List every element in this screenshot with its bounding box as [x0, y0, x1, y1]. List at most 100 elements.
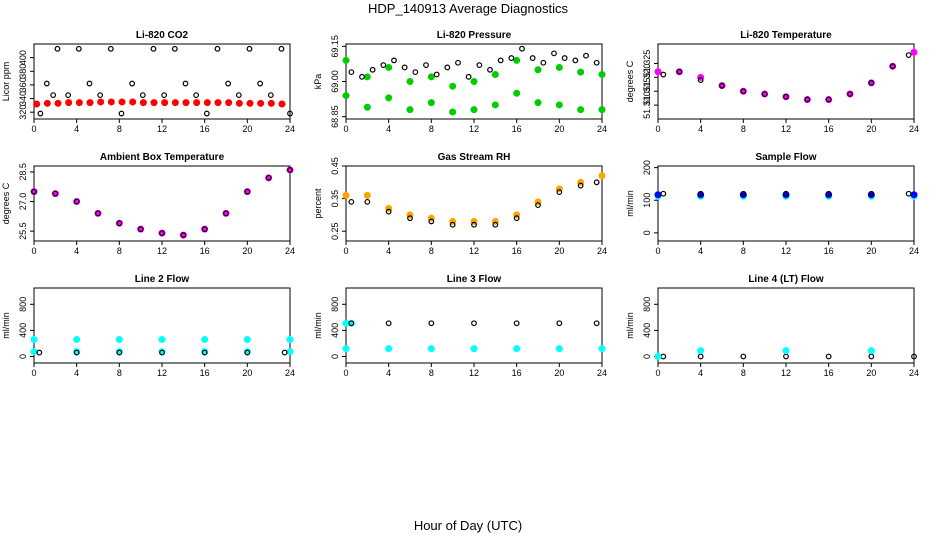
x-tick-label: 16 — [512, 246, 522, 256]
y-tick-label: 360 — [18, 77, 28, 92]
panel-sample-flow: Sample Flow ml/min 0 4 8 12 16 20 24 0 100 200 — [625, 152, 919, 256]
x-tick-label: 12 — [157, 368, 167, 378]
series-line4-black — [660, 353, 917, 360]
panel-title: Li-820 Pressure — [437, 30, 512, 41]
data-point — [380, 62, 387, 68]
x-tick-label: 20 — [554, 124, 564, 134]
data-point — [65, 99, 73, 107]
data-point — [471, 221, 477, 228]
x-tick-label: 8 — [429, 124, 434, 134]
x-tick-label: 24 — [597, 124, 607, 134]
series-rh-black — [348, 179, 600, 228]
data-point — [428, 218, 435, 225]
panel-title: Li-820 CO2 — [136, 30, 189, 41]
series-co2-red — [33, 98, 286, 108]
data-point — [697, 347, 705, 355]
data-point — [556, 320, 563, 327]
data-point — [782, 347, 790, 355]
data-point — [572, 57, 579, 64]
data-point — [31, 188, 37, 195]
x-tick-label: 24 — [909, 368, 919, 378]
x-tick-label: 4 — [74, 124, 79, 134]
data-point — [225, 80, 232, 87]
x-tick-label: 0 — [31, 124, 36, 134]
data-point — [201, 226, 208, 233]
data-point — [487, 66, 493, 73]
x-tick-label: 8 — [741, 246, 746, 256]
data-point — [598, 70, 606, 78]
data-point — [598, 106, 606, 114]
data-point — [203, 110, 210, 117]
x-tick-label: 20 — [554, 368, 564, 378]
plot-frame — [33, 43, 291, 120]
x-tick-label: 20 — [866, 246, 876, 256]
panel-title: Line 2 Flow — [135, 274, 190, 285]
data-point — [449, 221, 456, 228]
series-line2-black — [36, 349, 288, 356]
data-point — [561, 55, 568, 61]
panel-title: Line 3 Flow — [447, 274, 502, 285]
data-point — [825, 190, 832, 197]
y-tick-label: 0 — [18, 354, 28, 359]
x-tick-label: 16 — [200, 368, 210, 378]
data-point — [556, 189, 563, 195]
data-point — [86, 80, 93, 87]
series-line2-cyan-upper — [30, 336, 294, 344]
panel-temperature: Li-820 Temperature degrees C 0 4 8 12 16 20 24 51… — [625, 30, 919, 134]
data-point — [513, 56, 521, 64]
x-tick-label: 16 — [200, 246, 210, 256]
data-point — [107, 98, 115, 106]
data-point — [783, 190, 789, 197]
y-tick-label: 200 — [642, 160, 652, 175]
series-line2-cyan-lower — [30, 348, 294, 356]
y-tick-label: 400 — [330, 323, 340, 338]
data-point — [577, 182, 584, 189]
x-tick-label: 16 — [824, 368, 834, 378]
y-axis-label: ml/min — [625, 190, 635, 217]
panel-rh: Gas Stream RH percent 0 4 8 12 16 20 24 0.25 0.35 0… — [313, 152, 607, 256]
data-point — [369, 66, 376, 73]
data-point — [54, 99, 62, 107]
data-point — [697, 190, 704, 197]
x-tick-label: 24 — [597, 246, 607, 256]
x-tick-label: 20 — [242, 368, 252, 378]
data-point — [73, 349, 80, 356]
y-tick-label: 400 — [642, 323, 652, 338]
data-point — [385, 345, 393, 353]
x-tick-label: 20 — [242, 246, 252, 256]
data-point — [427, 99, 435, 107]
data-point — [660, 353, 667, 360]
panel-title: Sample Flow — [755, 152, 816, 163]
data-point — [825, 96, 832, 103]
x-tick-label: 4 — [74, 246, 79, 256]
data-point — [583, 52, 589, 59]
data-point — [783, 353, 789, 360]
y-tick-label: 380 — [18, 64, 28, 79]
data-point — [363, 191, 371, 199]
data-point — [73, 198, 80, 205]
x-tick-label: 12 — [469, 246, 479, 256]
series-line3-cyan-lower — [342, 345, 606, 353]
x-tick-label: 0 — [655, 368, 660, 378]
data-point — [75, 45, 82, 52]
data-point — [235, 99, 243, 107]
x-tick-label: 20 — [242, 124, 252, 134]
plot-frame — [345, 165, 603, 242]
series-line4-cyan — [654, 347, 875, 360]
data-point — [182, 80, 189, 87]
y-tick-label: 0.25 — [330, 222, 340, 240]
data-point — [139, 92, 146, 99]
data-point — [761, 91, 768, 97]
data-point — [492, 221, 499, 228]
panel-title: Gas Stream RH — [438, 152, 511, 163]
data-point — [740, 353, 747, 360]
data-point — [97, 92, 104, 99]
data-point — [159, 230, 165, 237]
y-tick-label: 0.45 — [330, 157, 340, 175]
data-point — [905, 190, 912, 197]
data-point — [654, 68, 662, 76]
data-point — [33, 100, 41, 108]
data-point — [401, 64, 408, 71]
data-point — [407, 215, 413, 222]
